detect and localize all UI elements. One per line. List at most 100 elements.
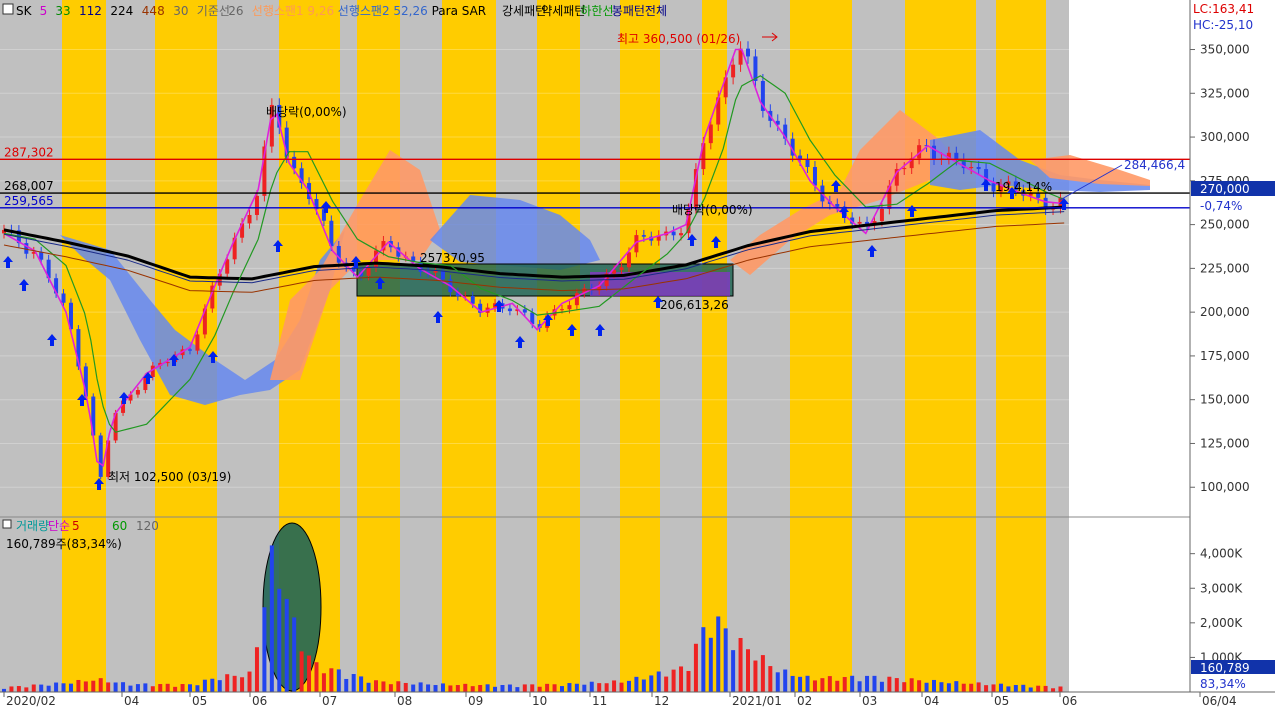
volume-bar	[121, 682, 126, 692]
right-axis-bg	[1190, 0, 1275, 707]
time-band	[727, 0, 790, 692]
candle-body	[210, 285, 215, 309]
candle-body	[507, 308, 512, 312]
volume-bar	[374, 680, 378, 692]
volume-bar	[336, 669, 341, 692]
candle-body	[321, 209, 326, 221]
time-band	[852, 0, 905, 692]
volume-bar	[552, 684, 557, 692]
candle-body	[894, 169, 899, 186]
volume-bar	[998, 683, 1003, 692]
volume-tick-label: 3,000K	[1200, 581, 1243, 595]
candle-body	[961, 159, 966, 169]
volume-bar	[924, 682, 929, 692]
candle-body	[135, 390, 140, 395]
candle-body	[701, 143, 706, 170]
candle-body	[708, 124, 713, 144]
candle-body	[671, 231, 676, 236]
volume-bar	[173, 686, 178, 692]
volume-bar	[530, 684, 535, 692]
box-low-annotation: 206,613,26	[660, 298, 729, 312]
candle-body	[277, 104, 282, 128]
volume-bar	[329, 668, 334, 692]
buy-signal-icon	[711, 236, 721, 248]
volume-bar	[649, 675, 654, 692]
ma448-line	[3, 222, 1065, 293]
time-band	[1046, 0, 1069, 692]
candle-body	[567, 305, 572, 310]
candle-body	[165, 362, 170, 364]
candle-body	[686, 208, 691, 234]
buy-signal-icon	[3, 256, 13, 268]
volume-bar	[537, 686, 542, 692]
buy-signal-icon	[839, 206, 849, 218]
candle-body	[463, 295, 468, 297]
hline-label: 259,565	[4, 194, 54, 208]
candle-body	[634, 235, 639, 253]
candle-body	[46, 259, 51, 279]
volume-bar	[865, 675, 870, 692]
candle-body	[753, 56, 758, 81]
volume-bar	[463, 683, 468, 692]
cloud-orange-3	[1030, 155, 1150, 186]
time-band	[905, 0, 976, 692]
volume-bar	[83, 681, 88, 692]
candle-body	[128, 394, 133, 401]
volume-bar	[1021, 684, 1026, 692]
volume-bar	[507, 684, 512, 692]
candle-body	[284, 127, 289, 157]
candle-body	[269, 104, 274, 147]
volume-bar	[626, 680, 631, 692]
y-tick-label: 225,000	[1200, 261, 1250, 275]
candle-body	[783, 124, 788, 139]
candle-body	[455, 292, 460, 297]
x-tick-label: 09	[468, 694, 483, 707]
volume-bar	[403, 682, 408, 692]
volume-bar	[969, 683, 974, 692]
time-band	[660, 0, 702, 692]
volume-bar	[984, 685, 989, 692]
volume-tick-label: 2,000K	[1200, 616, 1243, 630]
cloud-blue-2	[430, 195, 600, 270]
time-band	[790, 0, 852, 692]
buy-signal-icon	[208, 351, 218, 363]
time-band	[357, 0, 400, 692]
current-price-box	[1191, 181, 1275, 196]
volume-bar	[656, 671, 661, 692]
lc-label: LC:163,41	[1193, 2, 1254, 16]
candle-body	[998, 184, 1003, 192]
volume-bar	[485, 684, 490, 692]
buy-signal-icon	[143, 372, 153, 384]
volume-bar	[299, 651, 304, 692]
volume-bar	[240, 677, 245, 692]
volume-bar	[225, 674, 230, 692]
volume-bar	[426, 684, 431, 692]
candle-body	[31, 251, 36, 254]
x-tick-label: 08	[397, 694, 412, 707]
candle-body	[202, 308, 207, 335]
volume-bar	[835, 680, 840, 692]
volume-bar	[827, 676, 832, 692]
legend-item: 봉패턴전체	[612, 4, 667, 18]
volume-bar	[262, 607, 267, 692]
candle-body	[98, 435, 103, 477]
volume-bar	[232, 675, 237, 692]
y-tick-label: 100,000	[1200, 480, 1250, 494]
volume-bar	[396, 681, 401, 692]
volume-bar	[418, 682, 423, 692]
volume-bar	[887, 676, 892, 692]
legend-item: 33	[55, 4, 70, 18]
legend-item: 112	[79, 4, 102, 18]
volume-bar	[247, 671, 252, 692]
buy-signal-icon	[321, 201, 331, 213]
candle-body	[835, 204, 840, 207]
y-tick-label: 200,000	[1200, 305, 1250, 319]
buy-signal-icon	[1059, 198, 1069, 210]
ma5-line	[3, 48, 1065, 468]
candle-body	[54, 278, 59, 294]
candle-body	[150, 365, 155, 377]
candle-body	[470, 295, 475, 304]
buy-signal-icon	[77, 394, 87, 406]
buy-signal-icon	[867, 245, 877, 257]
